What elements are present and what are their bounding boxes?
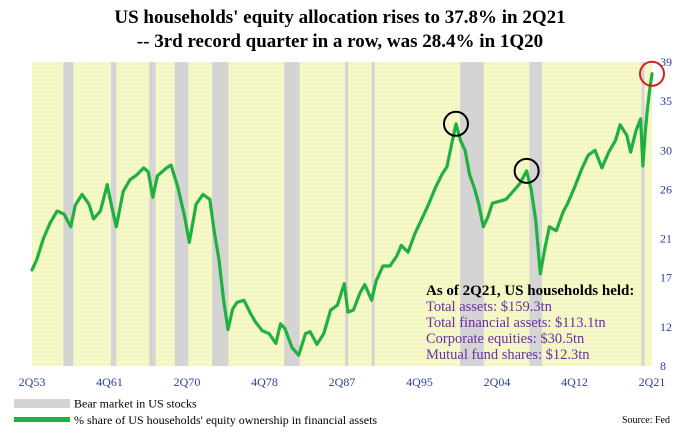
x-tick-label-4: 2Q87 — [329, 375, 356, 389]
x-tick-label-6: 2Q04 — [484, 375, 511, 389]
x-tick-label-5: 4Q95 — [406, 375, 433, 389]
x-tick-label-7: 4Q12 — [561, 375, 588, 389]
bear-market-band-6 — [345, 62, 349, 366]
x-tick-label-0: 2Q53 — [19, 375, 46, 389]
chart-title: US households' equity allocation rises t… — [0, 6, 680, 54]
y-tick-label-4: 26 — [660, 182, 672, 196]
bear-market-band-10 — [641, 62, 645, 366]
highlight-circle-1 — [513, 157, 540, 184]
highlight-circle-2 — [639, 60, 665, 87]
highlight-markers — [442, 60, 665, 184]
chart-title-line-1: US households' equity allocation rises t… — [114, 7, 566, 28]
series-line-layer — [30, 72, 654, 357]
highlight-circle-0 — [442, 110, 469, 137]
x-tick-label-3: 4Q78 — [251, 375, 278, 389]
x-tick-label-1: 4Q61 — [96, 375, 123, 389]
y-tick-label-2: 17 — [660, 271, 672, 285]
source-note: Source: Fed — [622, 415, 670, 426]
annotation-mutual-fund-shares: Mutual fund shares: $12.3tn — [426, 347, 590, 363]
annotation-total-financial-assets: Total financial assets: $113.1tn — [426, 315, 606, 331]
y-tick-label-7: 39 — [660, 55, 672, 69]
y-tick-label-6: 35 — [660, 94, 672, 108]
bear-market-band-5 — [284, 62, 300, 366]
plot-background — [32, 62, 652, 366]
bear-market-band-0 — [63, 62, 74, 366]
y-tick-label-1: 12 — [660, 320, 672, 334]
legend-series-swatch — [14, 417, 70, 422]
x-tick-label-2: 2Q70 — [174, 375, 201, 389]
annotation-corporate-equities: Corporate equities: $30.5tn — [426, 331, 585, 347]
annotation-heading: As of 2Q21, US households held: — [426, 283, 635, 299]
y-tick-label-5: 30 — [660, 143, 672, 157]
annotation-box: As of 2Q21, US households held: Total as… — [426, 283, 646, 363]
bear-market-band-3 — [174, 62, 189, 366]
axis-ticks: 2Q53 4Q61 2Q70 4Q78 2Q87 4Q95 2Q04 4Q12 2Q21 8 12 1… — [19, 55, 672, 389]
bear-market-band-4 — [212, 62, 229, 366]
bear-market-band-7 — [371, 62, 375, 366]
legend-bear-swatch — [14, 399, 70, 408]
legend-series-label: % share of US households' equity ownersh… — [74, 413, 377, 427]
bear-market-band-8 — [460, 62, 484, 366]
x-tick-label-8: 2Q21 — [639, 375, 666, 389]
bear-market-bands — [63, 62, 645, 366]
legend-bear-label: Bear market in US stocks — [74, 397, 197, 411]
series-line-0 — [30, 72, 654, 357]
annotation-total-assets: Total assets: $159.3tn — [426, 299, 552, 315]
chart-title-line-2: -- 3rd record quarter in a row, was 28.4… — [136, 31, 544, 52]
bear-market-band-2 — [149, 62, 156, 366]
legend: Bear market in US stocks % share of US h… — [14, 397, 377, 427]
y-tick-label-0: 8 — [660, 359, 666, 373]
y-tick-label-3: 21 — [660, 232, 672, 246]
